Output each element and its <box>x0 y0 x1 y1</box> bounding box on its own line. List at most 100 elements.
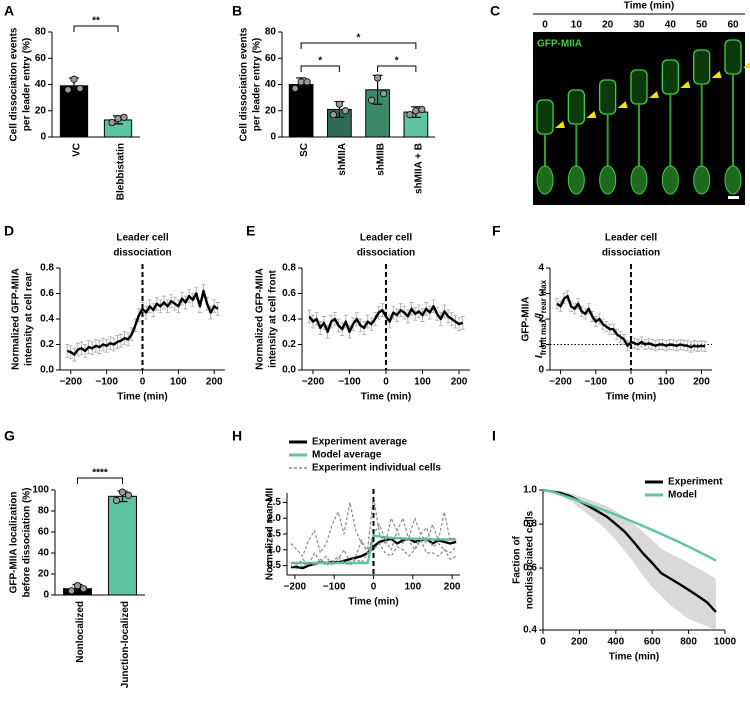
y-tick-label: 0.2 <box>40 339 54 350</box>
x-tick-label: 100 <box>414 377 431 388</box>
x-tick-label: 0 <box>540 637 546 648</box>
y-axis-label: Cell dissociation events <box>9 27 20 141</box>
data-point <box>120 113 128 121</box>
y-tick-label: 20 <box>38 569 50 580</box>
y-tick-label: 3 <box>538 288 544 299</box>
y-tick-label: 40 <box>38 548 50 559</box>
y-tick-label: 2.5 <box>267 497 281 508</box>
annotation: dissociation <box>357 248 415 259</box>
x-axis-label: Time (min) <box>117 392 167 403</box>
data-point <box>335 100 343 108</box>
category-label: Nonlocalized <box>75 601 86 663</box>
y-axis-label: nondissociated cells <box>525 510 536 609</box>
data-point <box>291 84 299 93</box>
y-axis-label: GFP-MIIA <box>521 297 532 342</box>
y-axis-label: Normalized GFP-MIIA <box>11 268 22 370</box>
panel-letter: G <box>4 428 15 444</box>
time-label: 10 <box>571 20 583 31</box>
data-point <box>124 491 133 499</box>
y-axis-label-part: front max <box>539 318 548 355</box>
data-point <box>76 84 84 93</box>
y-axis-label: Normalized GFP-MIIA <box>255 268 266 370</box>
y-tick-label: 0 <box>270 132 276 143</box>
x-tick-label: −100 <box>338 377 361 388</box>
cell-body <box>599 165 617 195</box>
x-tick-label: 400 <box>607 637 624 648</box>
data-point <box>118 488 127 496</box>
y-tick-label: 0.5 <box>267 560 281 571</box>
y-tick-label: 40 <box>265 79 277 90</box>
error-bar <box>65 344 70 358</box>
x-tick-label: −100 <box>585 377 608 388</box>
panel-letter: E <box>246 223 255 239</box>
x-tick-label: 0 <box>140 377 146 388</box>
panel-letter: B <box>232 3 242 19</box>
category-label: shMIIA + B <box>414 143 425 194</box>
panel-letter: C <box>490 3 500 19</box>
x-axis-label: Time (min) <box>348 597 398 608</box>
annotation: dissociation <box>602 248 660 259</box>
category-label: Blebbistatin <box>116 143 127 200</box>
y-axis-label-part: /I <box>534 313 545 320</box>
y-tick-label: 60 <box>35 53 47 64</box>
x-tick-label: 100 <box>170 377 187 388</box>
data-point <box>412 107 420 115</box>
channel-label: GFP-MIIA <box>537 39 582 50</box>
annotation: Leader cell <box>605 233 657 244</box>
y-tick-label: 80 <box>38 506 50 517</box>
time-label: 20 <box>602 20 614 31</box>
x-tick-label: −100 <box>95 377 118 388</box>
y-tick-label: 0.4 <box>40 314 54 325</box>
y-axis-label-part: rear max <box>539 279 548 313</box>
y-tick-label: 40 <box>35 79 47 90</box>
x-axis-label: Time (min) <box>606 392 656 403</box>
cell-body <box>724 165 742 195</box>
y-tick-label: 0.4 <box>523 625 537 636</box>
x-tick-label: 0 <box>628 377 634 388</box>
y-tick-label: 0.6 <box>523 563 537 574</box>
y-tick-label: 1.5 <box>267 529 281 540</box>
y-tick-label: 0.2 <box>282 339 296 350</box>
significance-bracket <box>73 25 119 32</box>
y-axis-label: Cell dissociation events <box>239 27 250 141</box>
y-tick-label: 1 <box>538 339 544 350</box>
y-tick-label: 60 <box>265 53 277 64</box>
category-label: shMIIA <box>337 143 348 176</box>
arrowhead <box>586 111 597 118</box>
category-label: Junction-localized <box>120 601 131 688</box>
data-point <box>108 118 116 127</box>
time-label: 0 <box>542 20 548 31</box>
x-tick-label: 100 <box>404 582 421 593</box>
cell-body <box>630 165 648 195</box>
y-tick-label: 0.6 <box>40 288 54 299</box>
y-tick-label: 0.0 <box>40 365 54 376</box>
x-tick-label: 1000 <box>714 637 737 648</box>
time-label: 60 <box>727 20 739 31</box>
bar <box>288 84 314 138</box>
y-axis-label: before dissociation (%) <box>22 487 33 597</box>
series-line <box>542 488 717 613</box>
x-axis-label: Time (min) <box>609 652 659 663</box>
data-point <box>297 78 305 86</box>
x-tick-label: 800 <box>680 637 697 648</box>
image-title: Time (min) <box>624 1 674 12</box>
y-tick-label: 1.0 <box>267 544 281 555</box>
y-tick-label: 0.8 <box>282 263 296 274</box>
x-tick-label: −200 <box>549 377 572 388</box>
x-tick-label: 200 <box>693 377 710 388</box>
cell-body <box>693 165 711 195</box>
significance-label: * <box>395 56 399 67</box>
data-point <box>329 111 337 119</box>
arrowhead <box>680 81 691 88</box>
x-tick-label: 200 <box>444 582 461 593</box>
cell-head <box>567 89 585 125</box>
significance-bracket <box>77 477 123 484</box>
y-tick-label: 100 <box>32 485 49 496</box>
x-tick-label: −200 <box>302 377 325 388</box>
y-tick-label: 0 <box>538 365 544 376</box>
panel-letter: A <box>4 3 14 19</box>
y-axis-label: GFP-MIIA localization <box>9 492 20 594</box>
legend-label: Experiment individual cells <box>312 463 441 474</box>
x-tick-label: 200 <box>571 637 588 648</box>
category-label: VC <box>72 143 83 157</box>
